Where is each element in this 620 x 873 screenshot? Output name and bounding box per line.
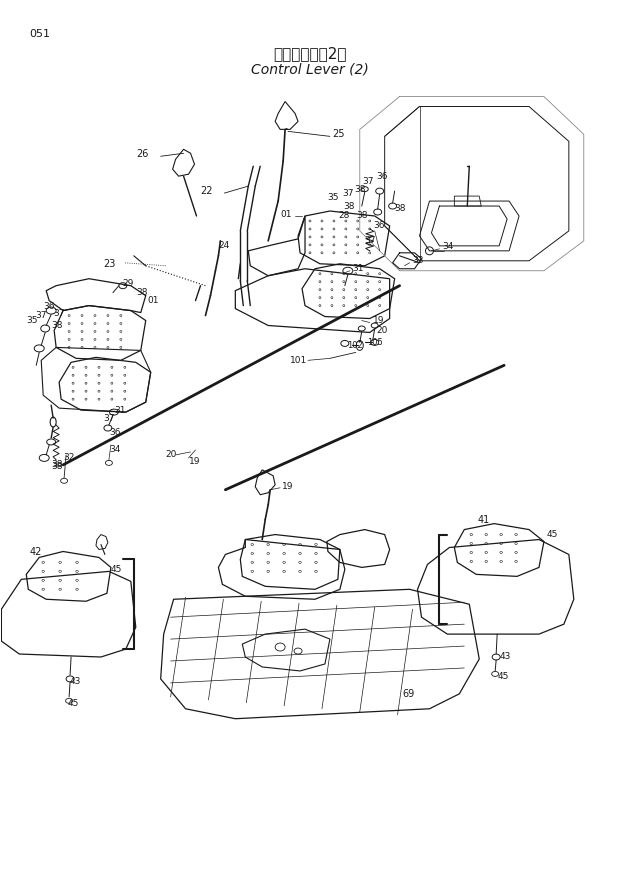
Text: 20: 20 (377, 326, 388, 335)
Text: 31: 31 (114, 406, 125, 415)
Text: 33: 33 (412, 257, 424, 265)
Text: 01: 01 (148, 296, 159, 305)
Text: 102: 102 (347, 341, 363, 350)
Text: 36: 36 (43, 302, 55, 311)
Text: 43: 43 (69, 677, 81, 686)
Text: 20: 20 (166, 450, 177, 459)
Text: 35: 35 (327, 193, 339, 202)
Text: 42: 42 (29, 547, 42, 558)
Text: 19: 19 (282, 482, 294, 491)
Text: 45: 45 (547, 530, 558, 539)
Text: 19: 19 (373, 316, 384, 325)
Text: 45: 45 (67, 699, 79, 708)
Text: 38: 38 (394, 203, 406, 212)
Text: 23: 23 (103, 258, 115, 269)
Text: 36: 36 (109, 428, 120, 436)
Text: 32: 32 (63, 453, 74, 463)
Text: 37: 37 (342, 189, 353, 197)
Text: 38: 38 (51, 460, 63, 470)
Text: 35: 35 (26, 316, 38, 325)
Text: 37: 37 (35, 311, 46, 320)
Text: 38: 38 (354, 184, 365, 194)
Text: 29: 29 (123, 279, 134, 288)
Text: Control Lever (2): Control Lever (2) (251, 63, 369, 77)
Text: 38: 38 (356, 211, 367, 221)
Text: 105: 105 (367, 338, 383, 347)
Text: 38: 38 (51, 463, 63, 471)
Text: 25: 25 (332, 129, 344, 140)
Text: 31: 31 (352, 265, 363, 273)
Text: 051: 051 (29, 29, 50, 38)
Text: 37: 37 (103, 414, 115, 423)
Text: 24: 24 (218, 241, 229, 251)
Text: 38: 38 (51, 321, 63, 330)
Text: 41: 41 (477, 514, 490, 525)
Text: 36: 36 (374, 222, 385, 230)
Text: 26: 26 (136, 149, 148, 159)
Text: 01: 01 (280, 210, 291, 218)
Text: 69: 69 (402, 689, 415, 699)
Text: 38: 38 (136, 288, 148, 297)
Text: 28: 28 (338, 211, 349, 221)
Text: 38: 38 (343, 202, 355, 210)
Text: 45: 45 (497, 672, 508, 682)
Text: 37: 37 (363, 176, 374, 186)
Text: 45: 45 (111, 565, 122, 574)
Text: 22: 22 (200, 186, 213, 196)
Text: 101: 101 (290, 356, 308, 365)
Text: 34: 34 (109, 445, 120, 455)
Text: 43: 43 (499, 651, 510, 661)
Text: 34: 34 (443, 243, 454, 251)
Text: 36: 36 (377, 172, 388, 181)
Text: 操作レバー（2）: 操作レバー（2） (273, 46, 347, 61)
Text: 19: 19 (188, 457, 200, 466)
Text: 37: 37 (53, 309, 64, 318)
Text: 37: 37 (365, 237, 376, 245)
